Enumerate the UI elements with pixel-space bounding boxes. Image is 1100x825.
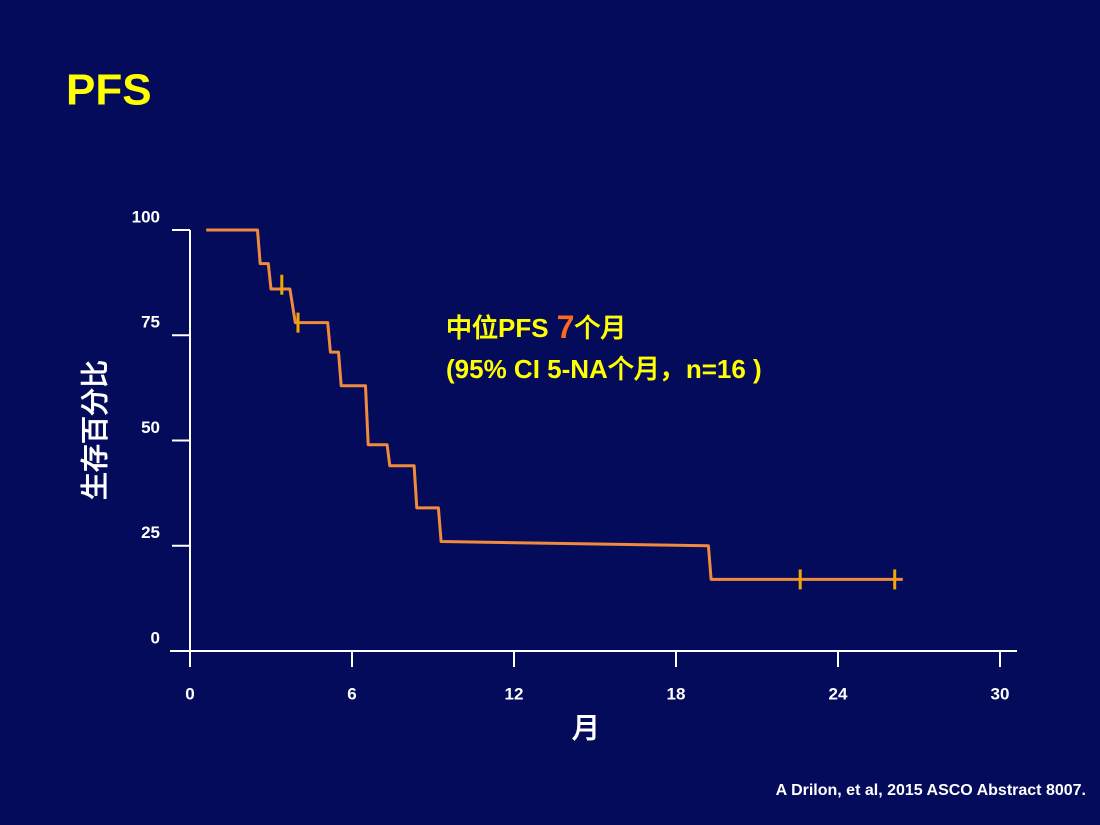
y-tick-label: 0: [151, 628, 160, 647]
y-tick-label: 50: [141, 418, 160, 437]
x-tick-label: 24: [829, 684, 848, 703]
x-tick-label: 18: [667, 684, 686, 703]
annotation-line1: 中位PFS 7个月: [446, 309, 626, 345]
annotation-prefix: 中位PFS: [446, 313, 549, 343]
survival-curve: [206, 228, 903, 581]
x-tick-label: 30: [991, 684, 1010, 703]
x-tick-label: 6: [347, 684, 356, 703]
annotation-suffix: 个月: [574, 313, 626, 343]
x-axis-label: 月: [571, 712, 600, 743]
y-tick-label: 25: [141, 523, 160, 542]
y-tick-label: 100: [132, 207, 160, 226]
annotation-line2: (95% CI 5-NA个月，n=16 ): [446, 354, 762, 384]
x-tick-label: 12: [505, 684, 524, 703]
slide-title: PFS: [66, 66, 152, 115]
x-tick-label: 0: [185, 684, 194, 703]
annotation-highlight: 7: [557, 309, 575, 345]
y-tick-label: 75: [141, 313, 160, 332]
source-note: A Drilon, et al, 2015 ASCO Abstract 8007…: [776, 782, 1086, 799]
y-axis-label: 生存百分比: [78, 360, 110, 500]
